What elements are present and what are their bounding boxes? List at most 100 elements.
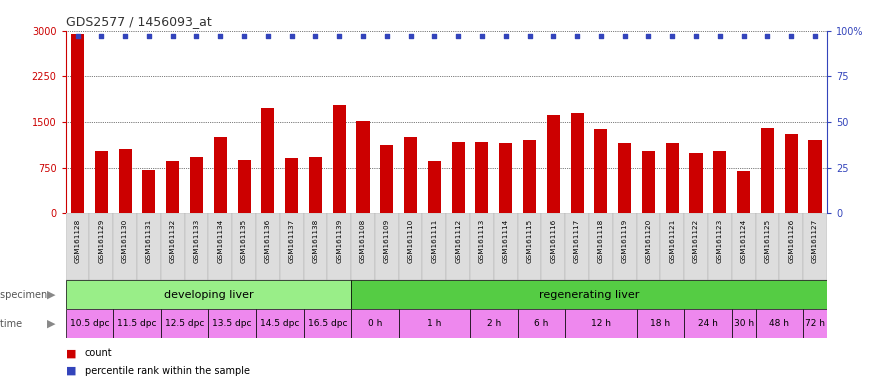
Bar — [761, 128, 774, 213]
Point — [237, 33, 251, 39]
Bar — [143, 170, 156, 213]
Text: GSM161113: GSM161113 — [479, 218, 485, 263]
Point — [713, 33, 727, 39]
Bar — [113, 309, 161, 338]
Point — [808, 33, 822, 39]
Bar — [523, 140, 536, 213]
Bar — [612, 213, 637, 280]
Bar — [280, 213, 304, 280]
Text: GSM161128: GSM161128 — [74, 218, 80, 263]
Point — [618, 33, 632, 39]
Point — [475, 33, 489, 39]
Bar — [690, 153, 703, 213]
Bar — [166, 161, 179, 213]
Point — [118, 33, 132, 39]
Text: 11.5 dpc: 11.5 dpc — [117, 319, 157, 328]
Point — [165, 33, 179, 39]
Text: GSM161110: GSM161110 — [408, 218, 414, 263]
Text: percentile rank within the sample: percentile rank within the sample — [85, 366, 250, 376]
Bar — [237, 160, 250, 213]
Text: ▶: ▶ — [46, 290, 55, 300]
Point — [380, 33, 394, 39]
Bar — [214, 137, 227, 213]
Text: GSM161118: GSM161118 — [598, 218, 604, 263]
Bar — [89, 213, 113, 280]
Text: GSM161117: GSM161117 — [574, 218, 580, 263]
Text: GSM161111: GSM161111 — [431, 218, 438, 263]
Bar — [66, 309, 113, 338]
Point — [737, 33, 751, 39]
Point — [308, 33, 322, 39]
Bar — [374, 213, 399, 280]
Bar — [71, 35, 84, 213]
Bar — [399, 213, 423, 280]
Bar — [708, 213, 731, 280]
Point — [427, 33, 441, 39]
Point — [261, 33, 275, 39]
Bar — [542, 213, 565, 280]
Text: GSM161139: GSM161139 — [336, 218, 342, 263]
Bar — [94, 151, 108, 213]
Bar — [713, 151, 726, 213]
Text: GSM161137: GSM161137 — [289, 218, 295, 263]
Text: GSM161129: GSM161129 — [98, 218, 104, 263]
Text: GSM161135: GSM161135 — [241, 218, 247, 263]
Text: GSM161138: GSM161138 — [312, 218, 318, 263]
Bar — [232, 213, 256, 280]
Bar — [732, 213, 755, 280]
Bar — [190, 157, 203, 213]
Bar — [565, 309, 637, 338]
Text: GSM161136: GSM161136 — [265, 218, 271, 263]
Text: GSM161130: GSM161130 — [123, 218, 128, 263]
Text: 13.5 dpc: 13.5 dpc — [213, 319, 252, 328]
Bar — [547, 115, 560, 213]
Text: GSM161122: GSM161122 — [693, 218, 699, 263]
Text: GSM161132: GSM161132 — [170, 218, 176, 263]
Bar — [808, 140, 822, 213]
Bar — [118, 149, 131, 213]
Text: GSM161112: GSM161112 — [455, 218, 461, 263]
Text: 72 h: 72 h — [805, 319, 825, 328]
Bar — [208, 213, 232, 280]
Text: 18 h: 18 h — [650, 319, 670, 328]
Text: ■: ■ — [66, 348, 76, 358]
Text: GSM161121: GSM161121 — [669, 218, 676, 263]
Text: 1 h: 1 h — [427, 319, 442, 328]
Text: 6 h: 6 h — [535, 319, 549, 328]
Bar — [66, 213, 89, 280]
Text: ■: ■ — [66, 366, 76, 376]
Bar — [423, 213, 446, 280]
Bar — [446, 213, 470, 280]
Bar — [262, 108, 275, 213]
Point — [760, 33, 774, 39]
Bar — [666, 142, 679, 213]
Bar — [208, 309, 256, 338]
Point — [641, 33, 655, 39]
Bar — [309, 157, 322, 213]
Bar — [755, 213, 780, 280]
Point — [665, 33, 679, 39]
Text: GSM161133: GSM161133 — [193, 218, 200, 263]
Text: specimen: specimen — [0, 290, 51, 300]
Bar — [785, 134, 798, 213]
Text: time: time — [0, 318, 25, 329]
Bar — [113, 213, 137, 280]
Bar — [618, 143, 631, 213]
Bar — [470, 309, 518, 338]
Point — [190, 33, 204, 39]
Bar — [332, 105, 346, 213]
Bar — [351, 309, 399, 338]
Point — [214, 33, 228, 39]
Bar — [285, 159, 298, 213]
Bar — [351, 280, 827, 309]
Bar — [594, 129, 607, 213]
Bar — [499, 142, 512, 213]
Bar — [470, 213, 494, 280]
Text: developing liver: developing liver — [164, 290, 253, 300]
Text: 12 h: 12 h — [591, 319, 611, 328]
Text: 14.5 dpc: 14.5 dpc — [260, 319, 299, 328]
Text: GSM161125: GSM161125 — [765, 218, 770, 263]
Bar — [304, 213, 327, 280]
Bar — [737, 171, 750, 213]
Text: GDS2577 / 1456093_at: GDS2577 / 1456093_at — [66, 15, 212, 28]
